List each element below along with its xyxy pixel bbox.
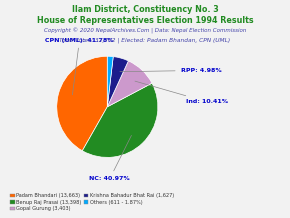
Wedge shape [57, 56, 107, 151]
Wedge shape [107, 56, 113, 107]
Text: House of Representatives Election 1994 Results: House of Representatives Election 1994 R… [37, 16, 253, 25]
Text: RPP: 4.98%: RPP: 4.98% [120, 68, 221, 73]
Text: Total Votes: 32,702 | Elected: Padam Bhandan, CPN (UML): Total Votes: 32,702 | Elected: Padam Bha… [59, 37, 231, 43]
Wedge shape [107, 57, 128, 107]
Text: CPN (UML): 41.78%: CPN (UML): 41.78% [45, 37, 114, 95]
Legend: Padam Bhandari (13,663), Benup Raj Prasai (13,398), Gopal Gurung (3,403), Krishn: Padam Bhandari (13,663), Benup Raj Prasa… [8, 191, 176, 213]
Text: Ilam District, Constituency No. 3: Ilam District, Constituency No. 3 [72, 5, 218, 14]
Wedge shape [107, 61, 152, 107]
Text: NC: 40.97%: NC: 40.97% [89, 135, 131, 181]
Text: Copyright © 2020 NepalArchives.Com | Data: Nepal Election Commission: Copyright © 2020 NepalArchives.Com | Dat… [44, 28, 246, 34]
Text: Ind: 10.41%: Ind: 10.41% [135, 81, 228, 104]
Wedge shape [82, 83, 158, 157]
